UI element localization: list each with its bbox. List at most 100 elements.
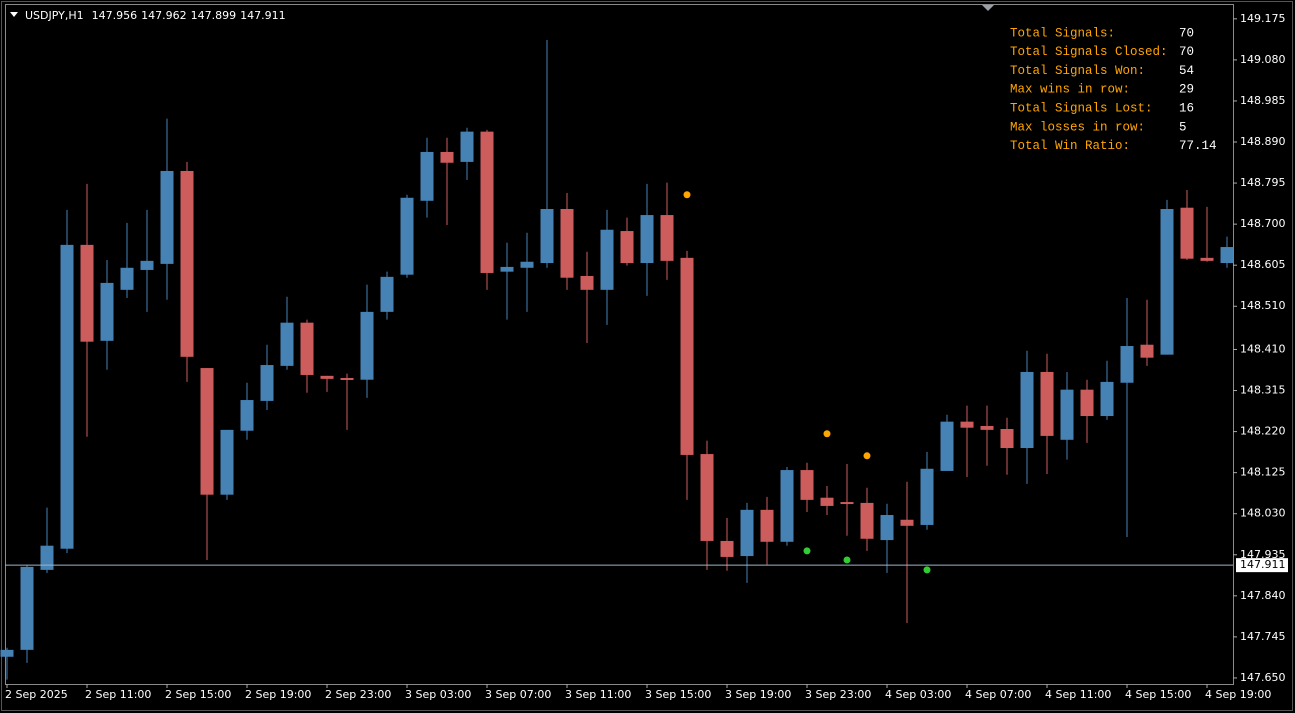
stat-value: 70 [1179,45,1194,59]
y-tick-label: 147.650 [1240,671,1286,684]
y-tick-label: 148.030 [1240,507,1286,520]
candle-body [360,311,374,380]
candle-body [120,267,134,290]
y-tick-label: 148.700 [1240,217,1286,230]
candle-body [880,515,894,541]
candle-body [1080,389,1094,417]
y-tick-label: 147.840 [1240,589,1286,602]
x-tick-label: 4 Sep 19:00 [1205,688,1271,701]
menu-arrow[interactable] [10,12,18,17]
candle-body [140,260,154,270]
candle-body [580,275,594,290]
stat-value: 5 [1179,120,1187,134]
header-high: 147.962 [141,9,187,22]
candle-body [0,649,14,657]
x-tick-label: 3 Sep 03:00 [405,688,471,701]
candle-body [420,151,434,201]
candle-body [700,454,714,541]
candle-body [60,244,74,549]
candle-body [960,421,974,428]
candle-body [320,375,334,379]
candle-body [620,231,634,264]
candle-body [920,468,934,525]
candle-body [240,400,254,431]
candle-body [560,209,574,278]
x-tick-label: 2 Sep 2025 [5,688,68,701]
candle-body [660,215,674,261]
candle-body [220,429,234,495]
header-open: 147.956 [92,9,138,22]
stat-label: Total Signals: [1010,26,1115,40]
candle-body [800,470,814,500]
candle-body [480,131,494,273]
y-tick-label: 148.315 [1240,384,1286,397]
candle-body [280,322,294,366]
x-tick-label: 4 Sep 07:00 [965,688,1031,701]
signal-dot [923,566,931,574]
y-tick-label: 148.410 [1240,342,1286,355]
stat-label: Total Win Ratio: [1010,139,1130,153]
signal-dot [803,547,811,555]
x-tick-label: 3 Sep 07:00 [485,688,551,701]
x-tick-label: 3 Sep 19:00 [725,688,791,701]
candle-body [500,266,514,272]
candle-body [1220,247,1234,264]
stat-label: Total Signals Closed: [1010,45,1168,59]
candle-body [900,519,914,526]
shift-marker [982,5,994,11]
candle-body [1040,371,1054,436]
x-tick-label: 4 Sep 11:00 [1045,688,1111,701]
stat-value: 54 [1179,64,1194,78]
candle-body [260,365,274,401]
candle-body [860,502,874,539]
candle-body [520,261,534,268]
x-tick-label: 3 Sep 23:00 [805,688,871,701]
stat-value: 77.14 [1179,139,1217,153]
candle-body [820,497,834,506]
candle-body [1120,346,1134,383]
stat-value: 16 [1179,101,1194,115]
x-tick-label: 2 Sep 23:00 [325,688,391,701]
chart-header: USDJPY,H1 147.956 147.962 147.899 147.911 [25,9,286,22]
signal-dot [843,556,851,564]
candle-body [180,170,194,357]
candle-body [460,131,474,162]
header-close: 147.911 [240,9,286,22]
candle-body [380,276,394,312]
signal-dot [683,191,691,199]
x-tick-label: 2 Sep 11:00 [85,688,151,701]
candle-body [40,545,54,570]
candle-body [100,282,114,341]
stat-label: Total Signals Won: [1010,64,1145,78]
candle-body [1100,381,1114,417]
candle-body [1160,209,1174,355]
y-tick-label: 148.510 [1240,299,1286,312]
candle-body [200,368,214,495]
y-tick-label: 148.890 [1240,135,1286,148]
candle-body [160,170,174,264]
x-tick-label: 4 Sep 03:00 [885,688,951,701]
candle-body [840,502,854,505]
candle-body [780,470,794,542]
y-tick-label: 148.605 [1240,258,1286,271]
candle-body [340,377,354,380]
plot-frame [5,4,1234,685]
candle-body [1060,389,1074,440]
stat-label: Total Signals Lost: [1010,101,1153,115]
candle-body [400,197,414,275]
signal-dot [823,430,831,438]
x-tick-label: 2 Sep 15:00 [165,688,231,701]
price-label: 147.911 [1240,558,1286,571]
candle-body [680,257,694,455]
candle-body [720,540,734,557]
price-label-box [1236,558,1288,573]
candle-body [1180,207,1194,259]
y-tick-label: 147.935 [1240,548,1286,561]
candle-body [980,425,994,430]
stat-value: 29 [1179,83,1194,97]
x-tick-label: 3 Sep 15:00 [645,688,711,701]
candle-body [760,509,774,542]
